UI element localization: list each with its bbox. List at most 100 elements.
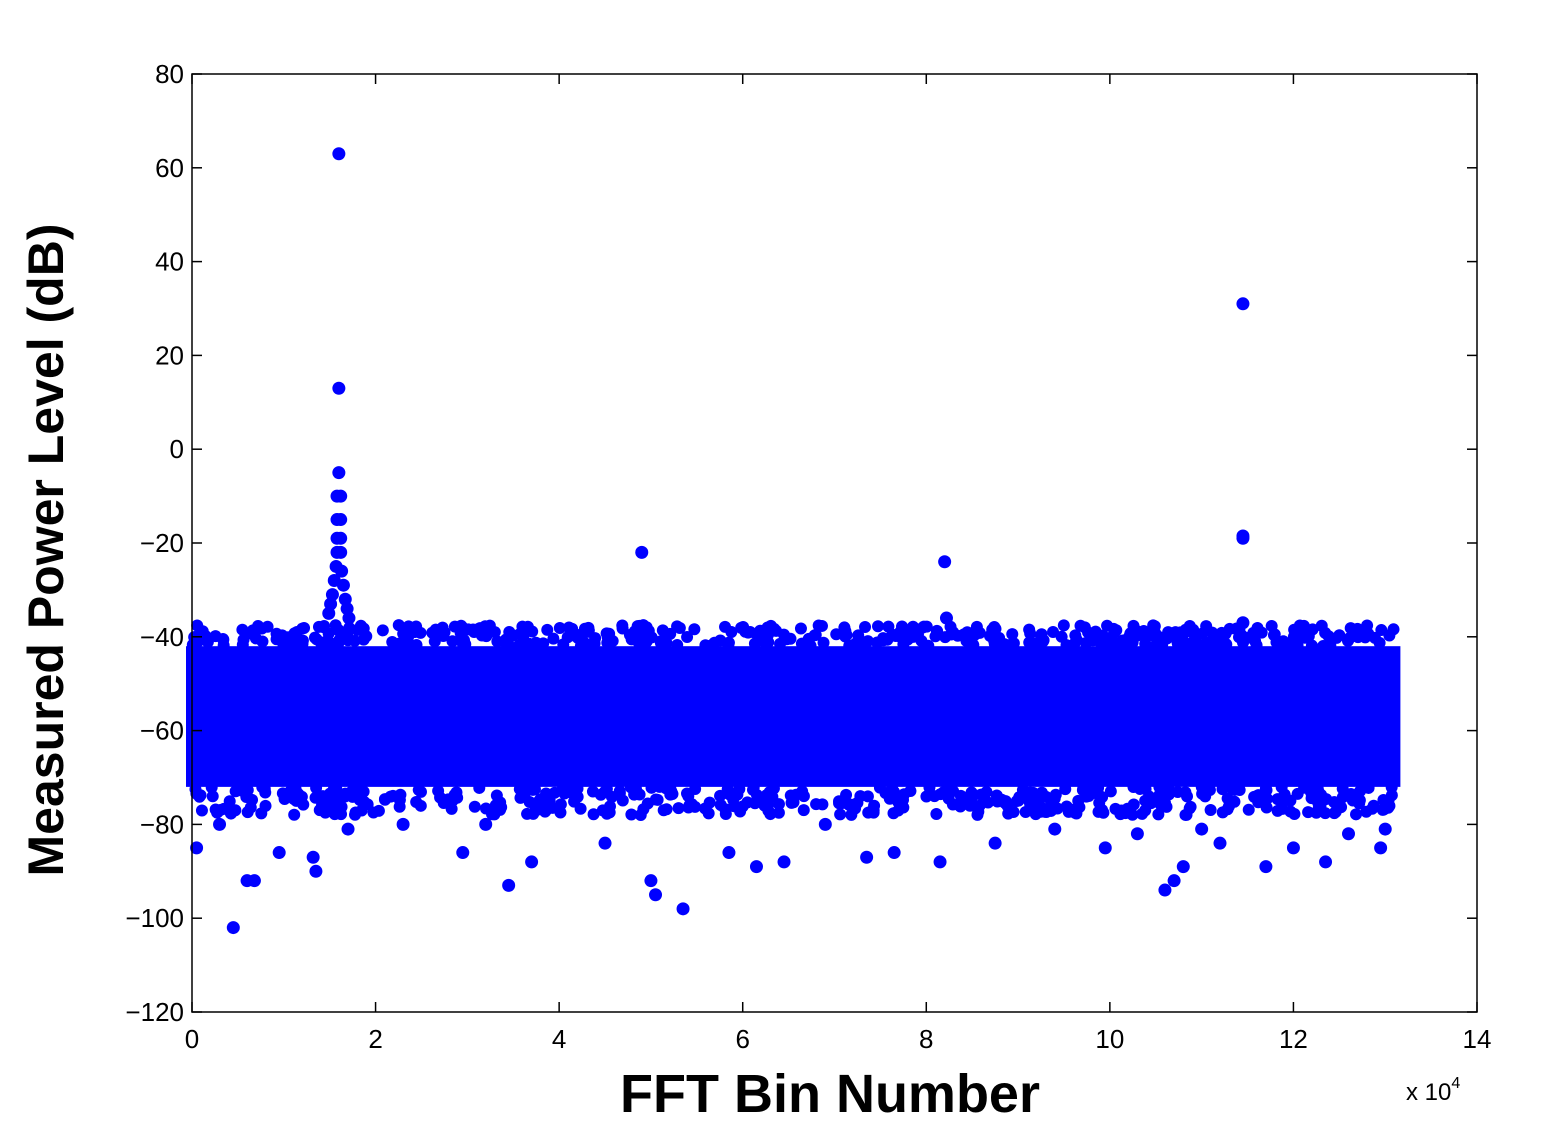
noise-point [1360,805,1373,818]
noise-point [1221,792,1234,805]
noise-point [1139,783,1152,796]
noise-point [445,802,458,815]
data-point [332,466,346,480]
noise-point [920,790,933,803]
noise-point [1268,628,1281,641]
noise-point [1361,619,1374,632]
y-axis-label: Measured Power Level (dB) [18,224,74,877]
noise-point [473,781,486,794]
noise-point [660,636,673,649]
noise-point [859,620,872,633]
noise-point [903,626,916,639]
noise-point [1104,785,1117,798]
noise-point [699,802,712,815]
noise-point [312,620,325,633]
noise-point [682,801,695,814]
noise-point [672,802,685,815]
noise-point [205,781,218,794]
noise-point [770,624,783,637]
noise-point [1204,804,1217,817]
noise-point [1298,631,1311,644]
noise-point [1250,790,1263,803]
noise-point [849,637,862,650]
noise-point [353,793,366,806]
noise-point [1148,620,1161,633]
data-point [1176,860,1190,874]
noise-point [410,796,423,809]
noise-point [1229,783,1242,796]
noise-point [327,783,340,796]
noise-point [1109,802,1122,815]
noise-point [457,634,470,647]
noise-point [451,791,464,804]
noise-point [237,784,250,797]
noise-point [1216,806,1229,819]
noise-point [867,806,880,819]
noise-point [734,805,747,818]
data-point [933,855,947,869]
noise-point [1219,627,1232,640]
noise-point [404,638,417,651]
data-point [456,846,470,860]
noise-point [1023,795,1036,808]
noise-point [919,639,932,652]
noise-point [196,633,209,646]
data-point [332,381,346,395]
noise-point [1074,619,1087,632]
data-point [1213,836,1227,850]
noise-point [1001,799,1014,812]
noise-point [1315,788,1328,801]
noise-point [784,632,797,645]
noise-point [310,633,323,646]
noise-point [1153,781,1166,794]
noise-point [986,623,999,636]
noise-point [1189,632,1202,645]
data-point [649,888,663,902]
noise-point [840,629,853,642]
x-axis-label: FFT Bin Number [620,1064,1040,1124]
data-point [988,836,1002,850]
noise-point [557,638,570,651]
noise-floor-band [186,619,1401,822]
noise-point [277,639,290,652]
noise-point [742,626,755,639]
noise-point [1341,634,1354,647]
x-tick-label: 8 [919,1024,933,1054]
noise-point [963,796,976,809]
noise-point [217,639,230,652]
noise-point [762,636,775,649]
noise-point [1023,623,1036,636]
noise-point [923,781,936,794]
noise-point [587,808,600,821]
y-tick-label: 0 [170,434,184,464]
noise-point [993,631,1006,644]
noise-point [1199,790,1212,803]
data-point [1236,529,1250,543]
noise-point [540,787,553,800]
data-point [777,855,791,869]
noise-point [861,790,874,803]
noise-point [475,629,488,642]
noise-point [561,782,574,795]
noise-point [975,788,988,801]
noise-point [1013,791,1026,804]
y-tick-label: −100 [125,903,184,933]
noise-point [1302,806,1315,819]
noise-point [438,626,451,639]
noise-point [872,620,885,633]
noise-point [601,636,614,649]
data-point [525,855,539,869]
noise-point [1057,619,1070,632]
noise-point [636,635,649,648]
noise-point [886,782,899,795]
noise-point [616,619,629,632]
noise-point [1183,619,1196,632]
noise-point [491,635,504,648]
noise-point [898,788,911,801]
noise-point [523,796,536,809]
noise-point [1029,808,1042,821]
noise-point [516,620,529,633]
noise-point [1162,788,1175,801]
data-point [1167,874,1181,888]
